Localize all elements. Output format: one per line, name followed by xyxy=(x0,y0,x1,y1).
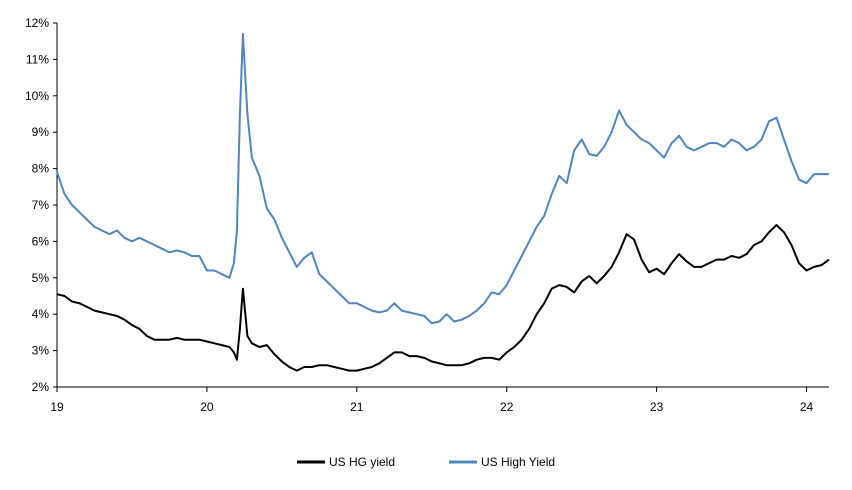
y-tick-label: 7% xyxy=(32,198,50,212)
y-tick-label: 6% xyxy=(32,234,50,248)
series-line-us-hg-yield xyxy=(56,224,830,372)
x-tick-label: 22 xyxy=(500,400,514,414)
y-tick-label: 9% xyxy=(32,125,50,139)
axes: 2% 3% 4% 5% 6% 7% 8% 9% 10% 11% 12% 19 20 21 22 23 24 xyxy=(25,16,829,414)
series-lines xyxy=(56,32,830,372)
x-tick-label: 21 xyxy=(350,400,364,414)
y-tick-label: 4% xyxy=(32,307,50,321)
y-tick-label: 11% xyxy=(26,52,49,66)
y-tick-label: 10% xyxy=(25,89,49,103)
y-tick-label: 5% xyxy=(32,271,50,285)
x-tick-label: 20 xyxy=(200,400,214,414)
series-line-us-high-yield xyxy=(56,32,829,325)
x-tick-label: 23 xyxy=(650,400,664,414)
y-tick-label: 2% xyxy=(32,380,50,394)
x-tick-label: 19 xyxy=(50,400,64,414)
legend-label: US HG yield xyxy=(329,455,395,469)
legend: US HG yield US High Yield xyxy=(297,455,555,469)
y-tick-label: 12% xyxy=(25,16,49,30)
y-tick-label: 8% xyxy=(32,162,50,176)
legend-label: US High Yield xyxy=(481,455,555,469)
y-tick-label: 3% xyxy=(32,344,50,358)
x-tick-label: 24 xyxy=(800,400,814,414)
